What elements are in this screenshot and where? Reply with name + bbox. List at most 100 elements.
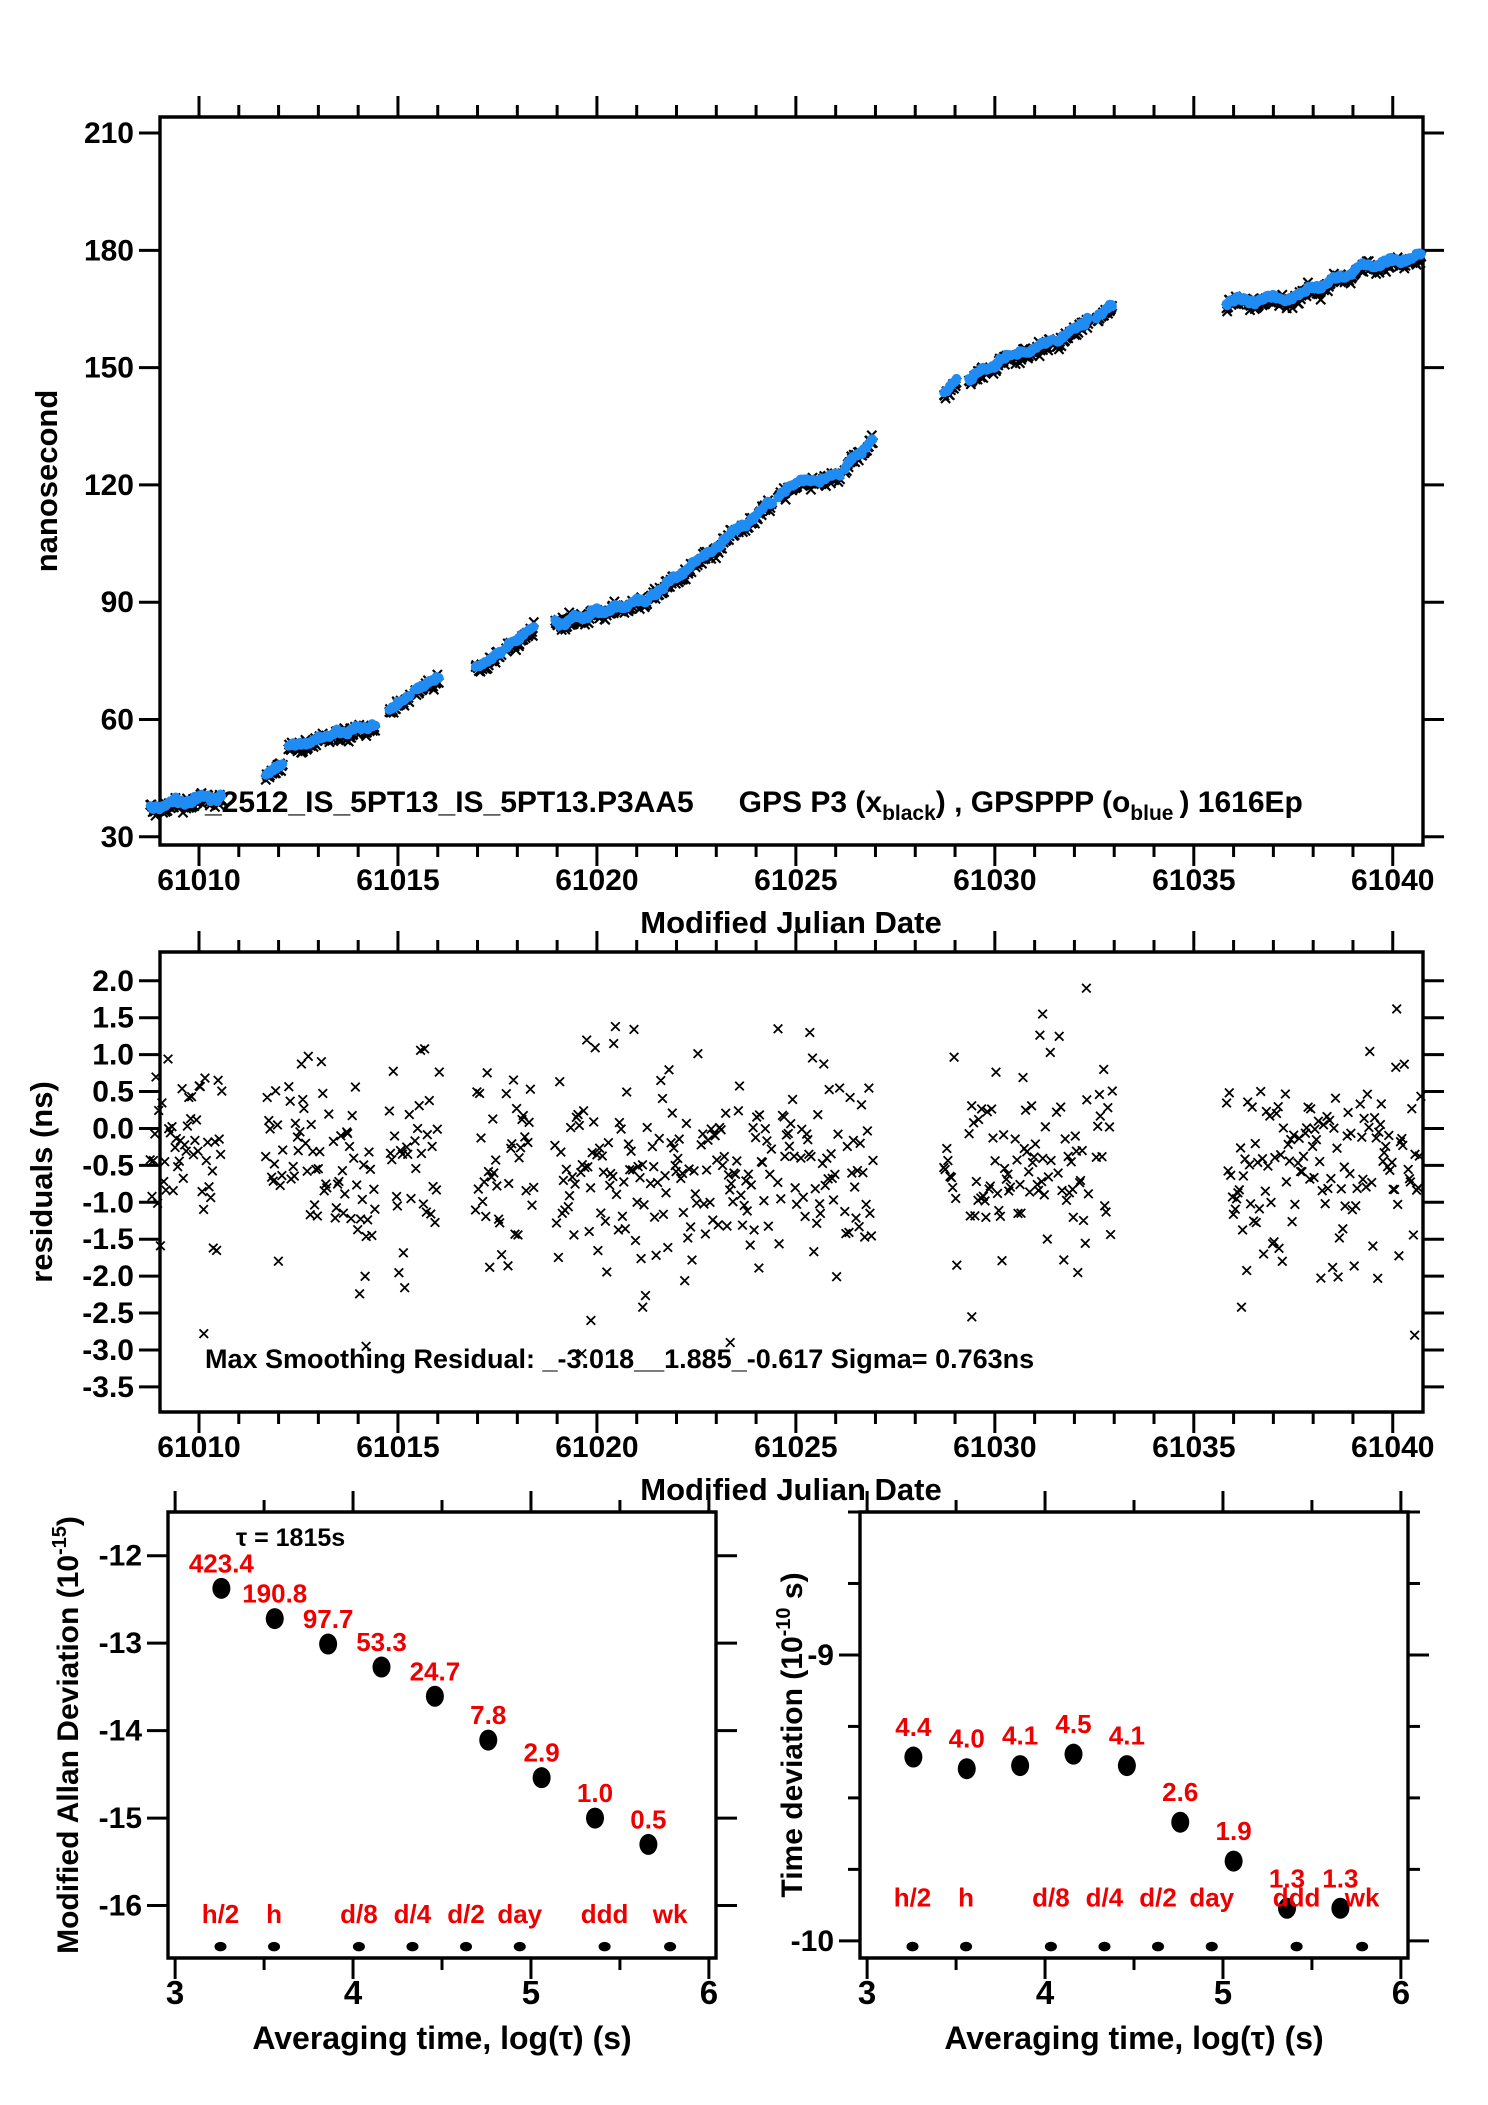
y-tick-label: 0.5: [92, 1076, 134, 1109]
y-tick-label: -15: [99, 1802, 142, 1835]
x-tick-label: 4: [1036, 1974, 1055, 2011]
plot-title: _2512_IS_5PT13_IS_5PT13.P3AA5 GPS P3 (x bl…: [204, 786, 1303, 825]
y-tick-label: 90: [101, 586, 134, 619]
data-point: [319, 1633, 338, 1655]
tau-tick-label: ddd: [581, 1899, 629, 1929]
tau-tick-label: d/8: [1032, 1883, 1070, 1913]
modified-allan-deviation-plot: 3 4 5 6 -12 -13 -14 -15 -16 Averaging time, log(τ…: [49, 1491, 737, 2056]
residuals-plot: 61010 61015 61020 61025 61030 61035 61040 2.0 1.…: [24, 931, 1444, 1507]
tau-tick-label: day: [497, 1899, 542, 1929]
data-point: [1064, 1743, 1083, 1765]
plot-title-part-1: GPS P3 (x: [739, 786, 883, 819]
residual-annotation: Max Smoothing Residual: _-3.018__1.885_-…: [205, 1344, 1034, 1374]
y-tick-label: 1.0: [92, 1039, 134, 1072]
tau-tick-label: h: [958, 1883, 974, 1913]
y-tick-label: -12: [99, 1540, 142, 1573]
data-point-label: 97.7: [303, 1604, 354, 1634]
tau-tick-dot: [906, 1941, 919, 1952]
x-tick-label: 61035: [1152, 864, 1235, 897]
x-axis-title: Modified Julian Date: [640, 1472, 941, 1507]
data-point-label: 4.4: [895, 1712, 932, 1742]
tau-tick-dot: [268, 1941, 281, 1952]
tau-annotation: τ = 1815s: [236, 1524, 345, 1552]
y-tick-label: -2.0: [82, 1260, 134, 1293]
data-point: [479, 1729, 498, 1751]
x-axis-title: Averaging time, log(τ) (s): [944, 2020, 1323, 2056]
data-point: [1011, 1755, 1030, 1777]
tau-tick-label: ddd: [1273, 1883, 1321, 1913]
y-axis-title-part-1: -10: [773, 1607, 795, 1636]
data-point: [372, 1656, 391, 1678]
tau-tick-label: wk: [652, 1899, 688, 1929]
y-tick-label: -3.5: [82, 1371, 134, 1404]
gps-comparison-plot: 61010 61015 61020 61025 61030 61035 61040 30 60 9…: [29, 96, 1444, 940]
y-tick-label: 60: [101, 703, 134, 736]
tau-tick-label: h/2: [202, 1899, 240, 1929]
tau-tick-dot: [1356, 1941, 1369, 1952]
x-tick-label: 61015: [356, 864, 439, 897]
tau-tick-dot: [1205, 1941, 1218, 1952]
y-tick-label: -9: [807, 1639, 834, 1672]
x-tick-label: 3: [166, 1974, 184, 2011]
data-point: [1331, 1897, 1350, 1919]
x-tick-label: 61025: [754, 1431, 837, 1464]
y-tick-label: 180: [84, 234, 134, 267]
tau-tick-dot: [960, 1941, 973, 1952]
data-point: [904, 1746, 923, 1768]
tau-tick-dot: [406, 1941, 419, 1952]
tau-tick-label: d/8: [340, 1899, 378, 1929]
data-point-label: 24.7: [410, 1656, 461, 1686]
residual-x-markers: [145, 983, 1426, 1359]
y-axis-title: nanosecond: [29, 390, 64, 573]
y-axis-title-part-0: Modified Allan Deviation (10: [52, 1555, 85, 1954]
data-point-label: 4.0: [949, 1724, 985, 1754]
plot-title-part-0: _2512_IS_5PT13_IS_5PT13.P3AA5: [204, 786, 694, 819]
x-tick-label: 5: [1214, 1974, 1232, 2011]
plot-title-part-4: blue: [1130, 802, 1173, 825]
tau-tick-label: h: [266, 1899, 282, 1929]
data-point: [1278, 1897, 1297, 1919]
tau-tick-dot: [664, 1941, 677, 1952]
y-tick-label: 30: [101, 821, 134, 854]
plot-title-part-5: ) 1616Ep: [1179, 786, 1302, 819]
plot-frame: [158, 950, 1425, 1414]
data-point: [212, 1577, 231, 1599]
y-tick-label: -13: [99, 1627, 142, 1660]
tau-tick-label: d/2: [1139, 1883, 1177, 1913]
plot-frame: [858, 1510, 1410, 1960]
data-point: [1117, 1755, 1136, 1777]
tau-tick-dot: [214, 1941, 227, 1952]
data-point: [425, 1685, 444, 1707]
x-tick-label: 3: [858, 1974, 876, 2011]
tau-tick-label: d/4: [394, 1899, 432, 1929]
x-tick-label: 61040: [1351, 1431, 1434, 1464]
y-tick-label: -1.5: [82, 1223, 134, 1256]
data-point-label: 4.1: [1109, 1721, 1145, 1751]
data-point-label: 190.8: [242, 1579, 307, 1609]
data-point: [1224, 1850, 1243, 1872]
x-tick-label: 61010: [157, 864, 240, 897]
tau-tick-label: h/2: [894, 1883, 932, 1913]
x-tick-label: 61040: [1351, 864, 1434, 897]
y-tick-label: -1.0: [82, 1186, 134, 1219]
tau-tick-dot: [598, 1941, 611, 1952]
x-tick-label: 61010: [157, 1431, 240, 1464]
gpsppp-o-markers: [145, 248, 1426, 815]
x-tick-label: 61035: [1152, 1431, 1235, 1464]
y-tick-label: -14: [99, 1715, 143, 1748]
plot-title-part-3: ) , GPSPPP (o: [936, 786, 1131, 819]
x-tick-label: 61015: [356, 1431, 439, 1464]
data-point-label: 1.3: [1322, 1863, 1358, 1893]
tau-tick-dot: [352, 1941, 365, 1952]
time-deviation-plot: 3 4 5 6 -9 -10 Averaging time, log(τ) (s) Time …: [773, 1491, 1429, 2056]
x-tick-label: 61020: [555, 864, 638, 897]
tau-tick-label: d/4: [1086, 1883, 1124, 1913]
tau-tick-dot: [1098, 1941, 1111, 1952]
data-point-label: 1.3: [1269, 1863, 1305, 1893]
x-axis-title: Modified Julian Date: [640, 905, 941, 940]
data-point-label: 423.4: [189, 1548, 255, 1578]
plot-frame: [166, 1510, 718, 1960]
data-point-label: 4.1: [1002, 1721, 1038, 1751]
y-tick-label: 1.5: [92, 1002, 134, 1035]
